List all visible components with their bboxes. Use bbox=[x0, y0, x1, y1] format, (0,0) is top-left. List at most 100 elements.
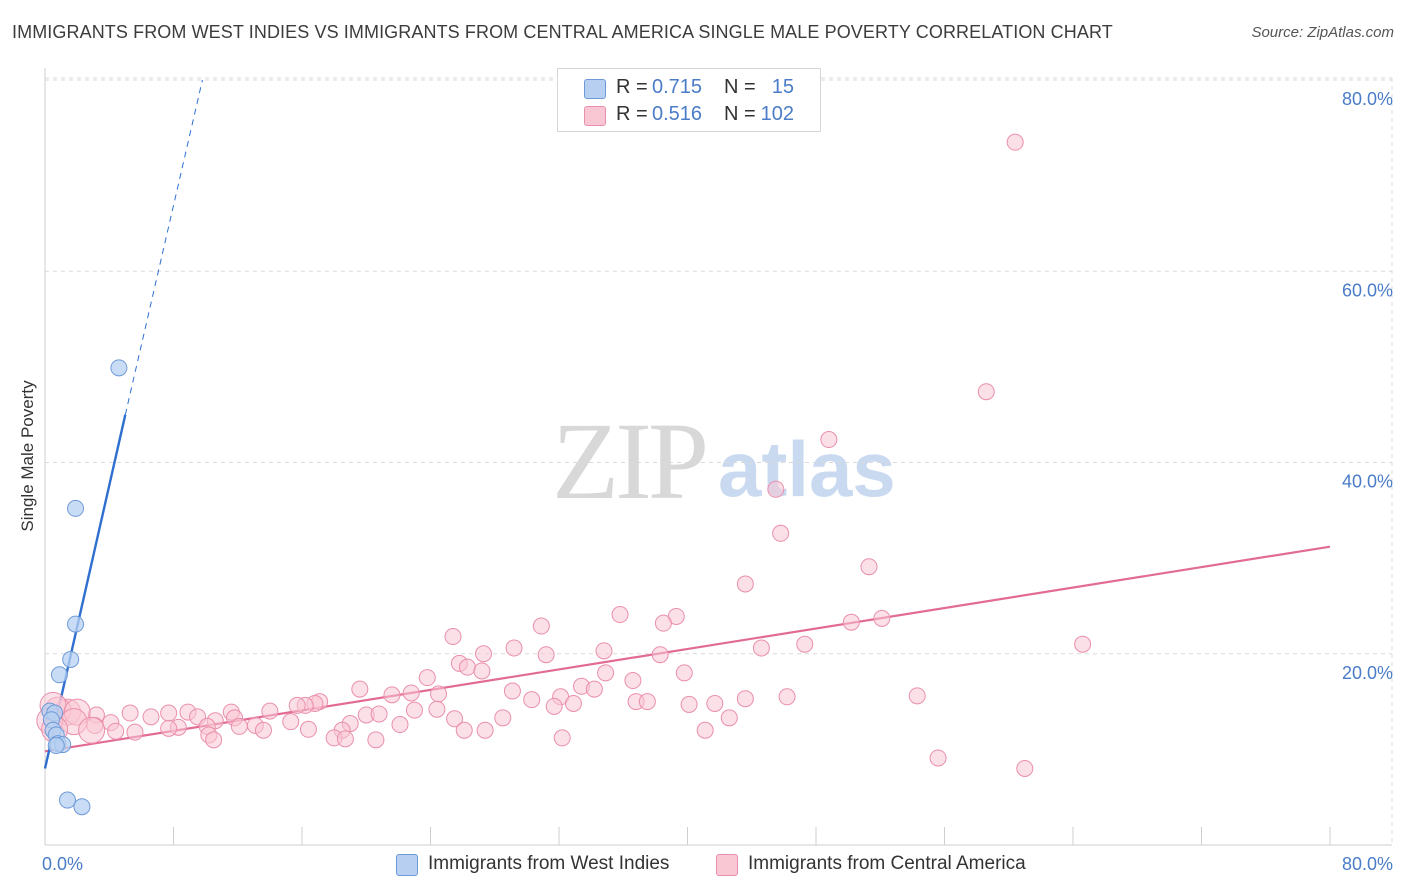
bottom-legend-label-central-america: Immigrants from Central America bbox=[748, 853, 1026, 874]
central-america-point bbox=[545, 697, 563, 715]
central-america-points bbox=[36, 133, 1092, 777]
central-america-point bbox=[458, 658, 476, 676]
central-america-point bbox=[455, 721, 473, 739]
central-america-point bbox=[446, 710, 464, 728]
central-america-point bbox=[402, 684, 420, 702]
central-america-point bbox=[418, 669, 436, 687]
central-america-point bbox=[430, 685, 448, 703]
central-america-point bbox=[1074, 635, 1092, 653]
bottom-swatch-west-indies bbox=[396, 854, 418, 876]
legend-r-label: R = bbox=[616, 103, 648, 125]
y-tick-label: 80.0% bbox=[1342, 89, 1393, 109]
central-america-point bbox=[107, 722, 125, 740]
legend-row-west-indies: R = 0.715 N = 15 bbox=[558, 75, 820, 101]
central-america-point bbox=[503, 682, 521, 700]
west-indies-point bbox=[110, 359, 128, 377]
central-america-point bbox=[282, 713, 300, 731]
central-america-point bbox=[428, 700, 446, 718]
watermark-atlas: atlas bbox=[718, 425, 896, 513]
central-america-point bbox=[654, 614, 672, 632]
central-america-point bbox=[1016, 760, 1034, 777]
central-america-point bbox=[736, 575, 754, 593]
west-indies-point bbox=[47, 737, 65, 755]
bottom-swatch-central-america bbox=[716, 854, 738, 876]
west-indies-point bbox=[58, 791, 76, 809]
central-america-point bbox=[405, 701, 423, 719]
central-america-point bbox=[796, 635, 814, 653]
central-america-point bbox=[121, 704, 139, 722]
central-america-point bbox=[494, 709, 512, 727]
central-america-point bbox=[288, 696, 306, 714]
west-indies-trend-extension bbox=[124, 79, 203, 415]
central-america-point bbox=[230, 717, 248, 735]
central-america-point bbox=[680, 695, 698, 713]
legend-swatch-west-indies bbox=[584, 79, 606, 99]
west-indies-point bbox=[62, 650, 80, 668]
legend-n-value-central-america: 102 bbox=[760, 103, 794, 125]
central-america-point bbox=[523, 691, 541, 709]
central-america-point bbox=[78, 716, 106, 744]
central-america-point bbox=[860, 558, 878, 576]
central-america-point bbox=[696, 721, 714, 739]
central-america-point bbox=[908, 687, 926, 705]
central-america-point bbox=[160, 719, 178, 737]
central-america-point bbox=[261, 702, 279, 720]
central-america-point bbox=[873, 609, 891, 627]
central-america-point bbox=[651, 646, 669, 664]
correlation-legend: R = 0.715 N = 15 R = 0.516 N = 102 bbox=[557, 68, 821, 132]
central-america-point bbox=[720, 709, 738, 727]
chart-source: Source: ZipAtlas.com bbox=[1251, 24, 1394, 41]
x-tick-label: 0.0% bbox=[42, 854, 83, 874]
central-america-point bbox=[767, 480, 785, 498]
central-america-point bbox=[370, 705, 388, 723]
central-america-point bbox=[585, 680, 603, 698]
central-america-point bbox=[391, 716, 409, 734]
central-america-point bbox=[778, 688, 796, 706]
central-america-point bbox=[772, 524, 790, 542]
central-america-trend-line bbox=[44, 545, 1331, 753]
central-america-point bbox=[299, 720, 317, 738]
chart-title: IMMIGRANTS FROM WEST INDIES VS IMMIGRANT… bbox=[12, 22, 1113, 42]
central-america-point bbox=[254, 721, 272, 739]
west-indies-points bbox=[41, 359, 128, 816]
legend-n-label: N = bbox=[724, 103, 756, 125]
west-indies-point bbox=[73, 798, 91, 816]
central-america-point bbox=[736, 690, 754, 708]
legend-n-value-west-indies: 15 bbox=[771, 76, 794, 98]
central-america-point bbox=[126, 723, 144, 741]
central-america-point bbox=[611, 606, 629, 624]
central-america-point bbox=[537, 646, 555, 664]
central-america-point bbox=[475, 645, 493, 663]
west-indies-point bbox=[50, 666, 68, 684]
central-america-point bbox=[444, 628, 462, 646]
legend-r-value-west-indies: 0.715 bbox=[652, 76, 703, 98]
west-indies-point bbox=[67, 615, 85, 633]
central-america-point bbox=[706, 694, 724, 712]
central-america-point bbox=[505, 639, 523, 657]
legend-swatch-central-america bbox=[584, 106, 606, 126]
tick-label-layer: 20.0% 40.0% 60.0% 80.0% 0.0% 80.0% bbox=[42, 89, 1393, 874]
y-tick-label: 40.0% bbox=[1342, 472, 1393, 492]
central-america-point bbox=[473, 662, 491, 680]
central-america-point bbox=[929, 749, 947, 767]
central-america-point bbox=[624, 672, 642, 690]
central-america-point bbox=[142, 708, 160, 726]
central-america-point bbox=[597, 664, 615, 682]
central-america-point bbox=[752, 639, 770, 657]
legend-n-label: N = bbox=[724, 76, 756, 98]
watermark-zip: ZIP bbox=[552, 400, 709, 522]
central-america-point bbox=[160, 704, 178, 722]
central-america-point bbox=[532, 617, 550, 635]
central-america-point bbox=[553, 729, 571, 747]
central-america-point bbox=[675, 664, 693, 682]
bottom-legend-label-west-indies: Immigrants from West Indies bbox=[428, 853, 670, 874]
west-indies-point bbox=[67, 499, 85, 517]
central-america-point bbox=[1006, 133, 1024, 151]
central-america-point bbox=[336, 730, 354, 748]
central-america-point bbox=[564, 694, 582, 712]
x-tick-label: 80.0% bbox=[1342, 854, 1393, 874]
central-america-point bbox=[842, 613, 860, 631]
y-tick-label: 20.0% bbox=[1342, 663, 1393, 683]
central-america-point bbox=[383, 686, 401, 704]
